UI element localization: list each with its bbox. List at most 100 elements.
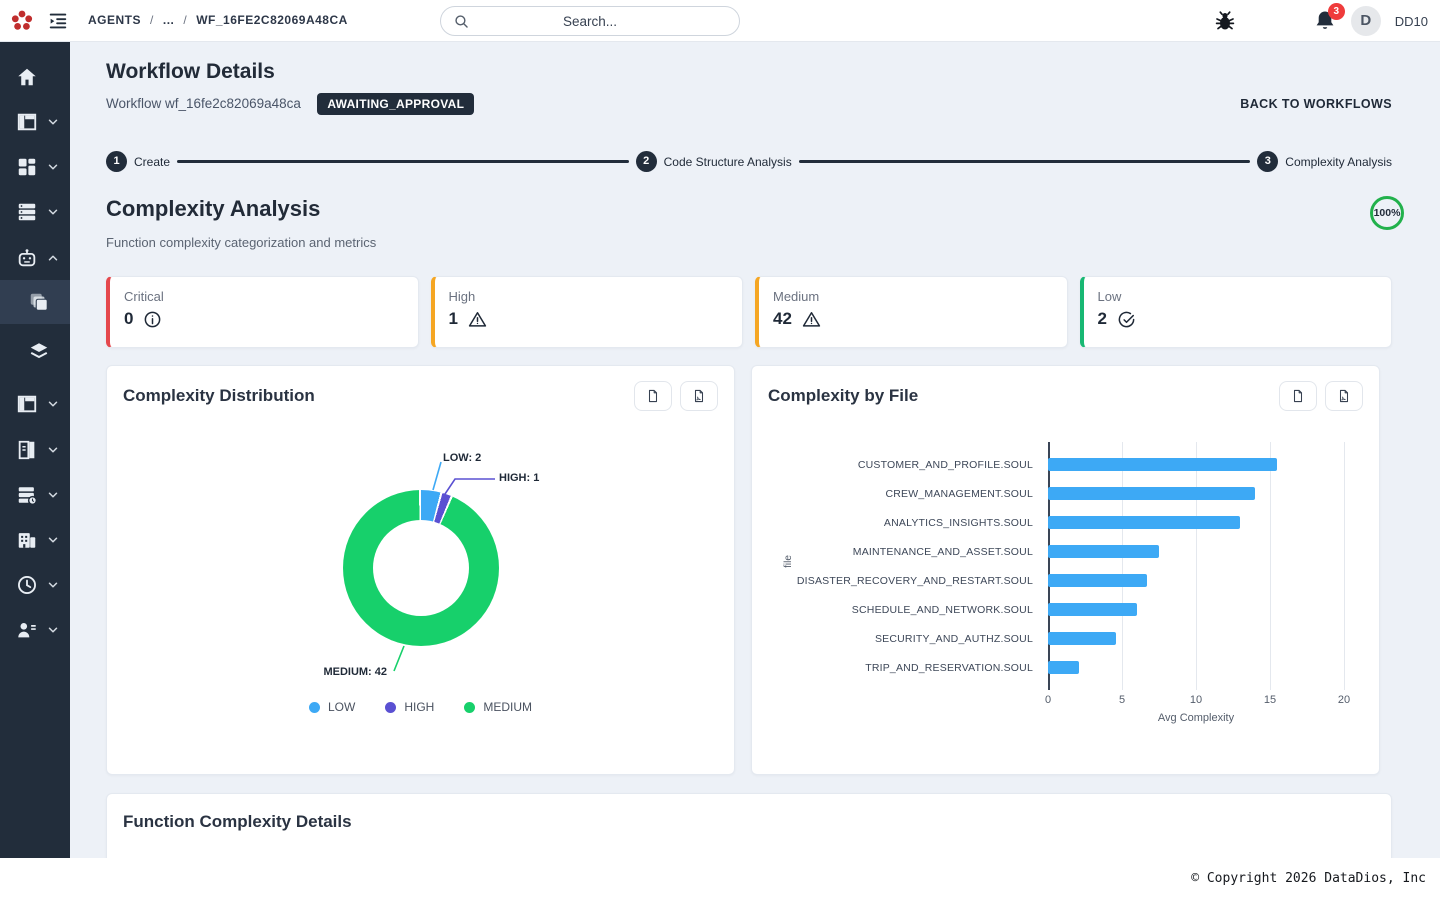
info-circle-icon [143,310,162,329]
step-number: 2 [635,151,657,172]
username-label: DD10 [1394,13,1428,29]
bar-category-label: CREW_MANAGEMENT.SOUL [885,487,1033,500]
legend-item-high[interactable]: HIGH [385,700,434,714]
search-box[interactable] [440,6,740,36]
breadcrumb-item[interactable]: WF_16FE2C82069A48CA [196,13,348,27]
home-icon [16,66,38,88]
x-tick-label: 15 [1263,694,1277,706]
database-icon [16,484,38,506]
sidebar-item-agents[interactable] [0,236,70,280]
status-badge: AWAITING_APPROVAL [317,93,475,115]
chevron-up-icon [46,251,60,265]
details-card-title: Function Complexity Details [123,812,352,831]
step-label: Complexity Analysis [1285,154,1392,169]
stat-card-high: High 1 [430,276,743,348]
bar [1048,487,1256,500]
progress-ring-badge: 100% [1370,196,1404,230]
server-icon [16,201,38,223]
bug-report-icon[interactable] [1213,9,1237,33]
bar-category-label: SECURITY_AND_AUTHZ.SOUL [874,632,1033,645]
step-connector [798,160,1251,163]
top-navbar: AGENTS /... / WF_16FE2C82069A48CA 3 D DD10 [0,0,1440,42]
gridline [1270,442,1271,690]
step-create: 1 Create [106,151,170,172]
bar-row: SECURITY_AND_AUTHZ.SOUL [752,624,1344,653]
left-sidebar [0,42,70,858]
stat-card-critical: Critical 0 [106,276,419,348]
breadcrumb: AGENTS /... / WF_16FE2C82069A48CA [88,13,348,27]
sidebar-item-servers[interactable] [0,190,70,234]
sidebar-toggle-icon[interactable] [47,10,69,32]
navbar-actions: 3 D DD10 [1213,0,1428,42]
breadcrumb-separator: / [183,13,188,27]
bar [1048,603,1137,616]
export-file-button[interactable] [634,381,672,411]
x-tick-label: 5 [1118,694,1126,706]
export-file-button[interactable] [1279,381,1317,411]
bar-category-label: CUSTOMER_AND_PROFILE.SOUL [857,458,1033,471]
bar [1048,516,1241,529]
bar-track [1048,479,1344,508]
bar-category-label: TRIP_AND_RESERVATION.SOUL [865,661,1033,674]
sidebar-item-boards[interactable] [0,382,70,426]
user-avatar[interactable]: D [1350,6,1381,36]
page-title: Workflow Details [106,60,275,83]
sidebar-item-team[interactable] [0,608,70,652]
main-content: Workflow Details Workflow wf_16fe2c82069… [70,42,1440,858]
breadcrumb-item[interactable]: AGENTS [88,13,142,27]
bar-track [1048,450,1344,479]
stats-row: Critical 0 High 1 Medium 42 [106,276,1392,348]
step-connector [177,160,629,163]
bar-track [1048,566,1344,595]
chart-legend: LOW HIGH MEDIUM [107,700,734,714]
sidebar-item-layers[interactable] [0,329,70,373]
function-complexity-details-card: Function Complexity Details [106,793,1392,858]
app-logo-icon[interactable] [10,9,34,33]
sidebar-item-panels[interactable] [0,100,70,144]
y-axis-label: file [782,555,794,568]
breadcrumb-item[interactable]: ... [162,13,175,27]
legend-item-medium[interactable]: MEDIUM [464,700,532,714]
donut-callout-label: HIGH: 1 [499,472,540,484]
panel-layout-icon [16,111,38,133]
chevron-down-icon [46,397,60,411]
workflow-id-label: Workflow wf_16fe2c82069a48ca [106,96,301,111]
sidebar-item-journal[interactable] [0,428,70,472]
sidebar-item-history[interactable] [0,563,70,607]
sidebar-item-workflows[interactable] [0,280,70,324]
donut-callout-label: LOW: 2 [443,452,482,464]
step-complexity-analysis: 3 Complexity Analysis [1257,151,1392,172]
bar-track [1048,624,1344,653]
bar [1048,632,1117,645]
stat-label: Low [1097,289,1122,304]
complexity-by-file-card: Complexity by File CUSTOMER_AND_PROFILE.… [751,365,1380,775]
sidebar-item-apps[interactable] [0,145,70,189]
stat-label: Medium [773,289,820,304]
chevron-down-icon [46,160,60,174]
sidebar-item-home[interactable] [0,55,70,99]
notification-count-badge: 3 [1327,3,1345,20]
donut-callout-label: MEDIUM: 42 [323,666,387,678]
copyright-text: © Copyright 2026 DataDios, Inc [1191,871,1426,886]
sidebar-item-organization[interactable] [0,518,70,562]
bar-row: DISASTER_RECOVERY_AND_RESTART.SOUL [752,566,1344,595]
legend-label: HIGH [404,700,435,714]
clock-icon [16,574,38,596]
chart-title: Complexity Distribution [123,386,315,405]
charts-row: Complexity Distribution LOW: 2 HIGH: 1 [106,365,1392,775]
bar-category-label: DISASTER_RECOVERY_AND_RESTART.SOUL [796,574,1033,587]
stat-card-low: Low 2 [1079,276,1392,348]
sidebar-item-datastore[interactable] [0,473,70,517]
legend-item-low[interactable]: LOW [308,700,355,714]
export-pdf-button[interactable] [1325,381,1363,411]
x-tick-label: 0 [1044,694,1052,706]
step-code-structure-analysis: 2 Code Structure Analysis [635,151,792,172]
export-pdf-button[interactable] [680,381,718,411]
back-to-workflows-link[interactable]: BACK TO WORKFLOWS [1240,97,1392,111]
check-circle-icon [1117,310,1136,329]
donut-chart: LOW: 2 HIGH: 1 MEDIUM: 42 LOW HIGH MEDIUM [107,422,734,752]
complexity-distribution-card: Complexity Distribution LOW: 2 HIGH: 1 [106,365,735,775]
bar-track [1048,595,1344,624]
notifications-bell-icon[interactable]: 3 [1313,3,1345,33]
search-input[interactable] [441,13,739,29]
